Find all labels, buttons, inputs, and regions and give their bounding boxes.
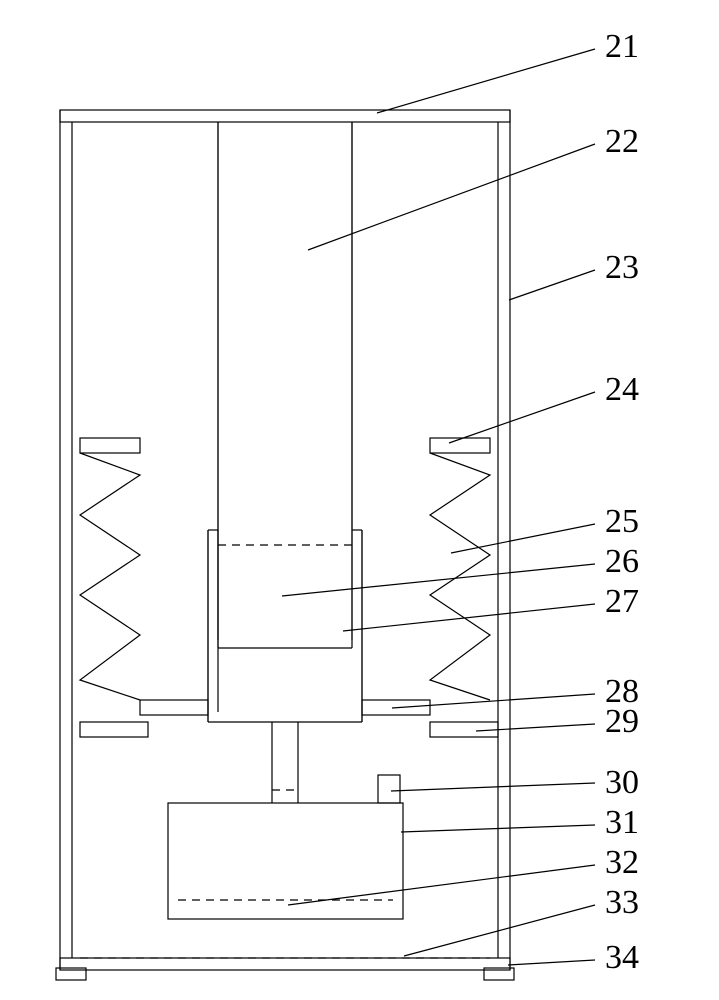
- callout-label-33: 33: [605, 884, 639, 921]
- callout-label-31: 31: [605, 804, 639, 841]
- callout-label-26: 26: [605, 543, 639, 580]
- callout-label-24: 24: [605, 371, 639, 408]
- callout-label-22: 22: [605, 123, 639, 160]
- callout-label-27: 27: [605, 583, 639, 620]
- callout-label-29: 29: [605, 703, 639, 740]
- callout-label-23: 23: [605, 249, 639, 286]
- callout-label-34: 34: [605, 939, 639, 976]
- callout-label-25: 25: [605, 503, 639, 540]
- callout-label-30: 30: [605, 764, 639, 801]
- callout-label-32: 32: [605, 844, 639, 881]
- callout-label-21: 21: [605, 28, 639, 65]
